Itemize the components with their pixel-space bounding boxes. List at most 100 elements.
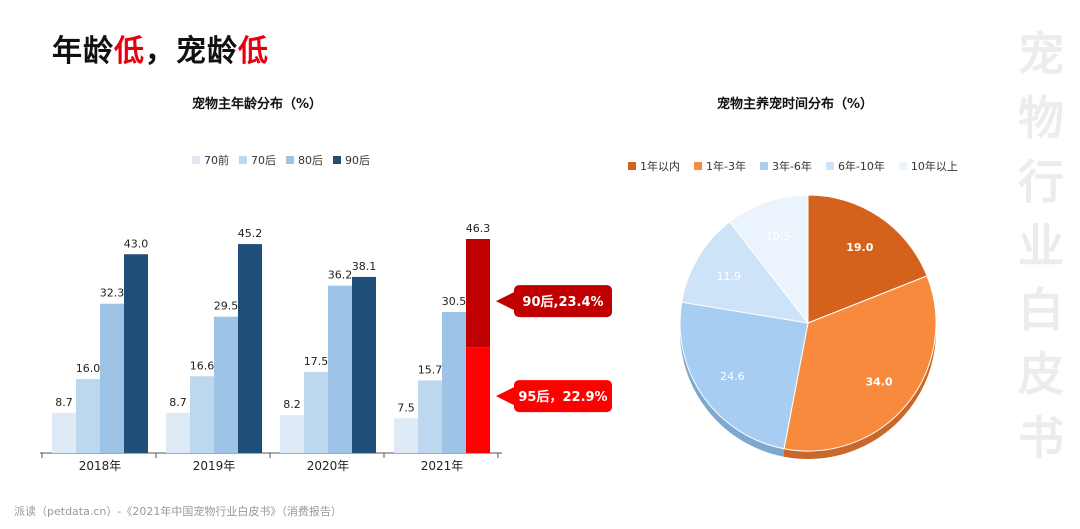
bar bbox=[100, 303, 124, 453]
legend-label: 90后 bbox=[345, 154, 370, 167]
legend-item-80hou: 80后 bbox=[286, 152, 323, 168]
headline-part1: 年龄 bbox=[52, 34, 114, 69]
legend-item-over-10yr: 10年以上 bbox=[898, 158, 958, 174]
bar bbox=[280, 415, 304, 453]
callout-pointer bbox=[496, 387, 514, 406]
bar bbox=[352, 276, 376, 453]
side-title-char: 宠 bbox=[1018, 27, 1064, 81]
source-note: 派读（petdata.cn）-《2021年中国宠物行业白皮书》（消费报告） bbox=[14, 505, 342, 518]
legend-label: 10年以上 bbox=[910, 160, 958, 173]
bar-value-label: 29.5 bbox=[214, 300, 239, 313]
side-title-char: 物 bbox=[1018, 91, 1064, 145]
legend-item-6-10yr: 6年-10年 bbox=[825, 158, 885, 174]
bar bbox=[76, 379, 100, 453]
x-tick-label: 2018年 bbox=[79, 459, 122, 473]
bar-value-label: 36.2 bbox=[328, 269, 353, 282]
legend-item-90hou: 90后 bbox=[333, 152, 370, 168]
legend-swatch bbox=[694, 162, 702, 170]
side-title-char: 业 bbox=[1018, 219, 1064, 273]
bar-value-label: 16.6 bbox=[190, 359, 215, 372]
callout-box bbox=[514, 380, 612, 413]
bar bbox=[238, 244, 262, 453]
legend-item-3-6yr: 3年-6年 bbox=[759, 158, 812, 174]
pie-slice bbox=[728, 194, 809, 325]
pie-slice bbox=[807, 194, 928, 324]
x-tick-label: 2020年 bbox=[307, 459, 350, 473]
legend-swatch bbox=[239, 156, 247, 164]
legend-label: 70后 bbox=[251, 154, 276, 167]
legend-label: 1年-3年 bbox=[706, 160, 746, 173]
legend-label: 6年-10年 bbox=[837, 160, 885, 173]
bar bbox=[124, 254, 148, 453]
bar bbox=[304, 372, 328, 453]
legend-label: 80后 bbox=[298, 154, 323, 167]
bar bbox=[214, 316, 238, 453]
bar bbox=[394, 418, 418, 453]
headline-part3: ，宠龄 bbox=[145, 34, 238, 69]
pie-slice-label: 19.0 bbox=[846, 241, 873, 254]
side-watermark-title: 宠 物 行 业 白 皮 书 bbox=[1016, 22, 1066, 470]
x-tick-label: 2019年 bbox=[193, 459, 236, 473]
bar-value-label: 38.1 bbox=[352, 260, 377, 273]
bar-chart-title: 宠物主年龄分布（%） bbox=[192, 97, 323, 112]
headline-part4: 低 bbox=[238, 34, 269, 69]
legend-swatch bbox=[759, 162, 768, 170]
side-title-char: 行 bbox=[1018, 155, 1064, 209]
bar bbox=[52, 412, 76, 453]
legend-swatch bbox=[628, 162, 636, 170]
bar-value-label: 30.5 bbox=[442, 295, 467, 308]
legend-item-70hou: 70后 bbox=[239, 152, 276, 168]
pie-slice-label: 11.9 bbox=[717, 270, 742, 283]
bar-value-label: 45.2 bbox=[238, 227, 263, 240]
bar-value-label: 8.7 bbox=[55, 396, 73, 409]
legend-swatch bbox=[898, 162, 907, 170]
legend-item-1-3yr: 1年-3年 bbox=[694, 158, 746, 174]
pie-slice bbox=[783, 275, 937, 452]
page-headline: 年龄低，宠龄低 bbox=[52, 26, 269, 70]
bar-value-label: 32.3 bbox=[100, 287, 125, 300]
bar-value-label: 43.0 bbox=[124, 237, 149, 250]
legend-swatch bbox=[286, 156, 294, 164]
pie-slice-label: 34.0 bbox=[865, 376, 892, 389]
bar bbox=[418, 380, 442, 453]
side-title-char: 书 bbox=[1018, 411, 1064, 465]
legend-label: 1年以内 bbox=[640, 160, 680, 173]
bar-value-label: 7.5 bbox=[397, 401, 415, 414]
bar-chart: 8.7 16.0 32.3 43.0 2018年 8.7 16.6 29.5 45.2 2019年… bbox=[40, 222, 612, 473]
pie-slice bbox=[681, 221, 810, 324]
pie-slice bbox=[679, 301, 809, 450]
bar-value-label: 46.3 bbox=[466, 222, 491, 235]
legend-label: 3年-6年 bbox=[771, 160, 812, 173]
legend-swatch bbox=[333, 156, 341, 164]
bar-value-label: 15.7 bbox=[418, 363, 443, 376]
callout-box bbox=[514, 285, 612, 318]
pie-slice-label: 24.6 bbox=[720, 370, 745, 383]
bar bbox=[190, 376, 214, 453]
bar bbox=[442, 312, 466, 453]
bar-chart-legend: 70前 70后 80后 90后 bbox=[192, 152, 370, 168]
bar-segment bbox=[466, 239, 490, 348]
legend-swatch bbox=[192, 156, 200, 164]
callout-label: 90后,23.4% bbox=[522, 294, 603, 310]
legend-item-70qian: 70前 bbox=[192, 152, 229, 168]
bar-value-label: 8.7 bbox=[169, 396, 187, 409]
bar-value-label: 8.2 bbox=[283, 398, 301, 411]
x-tick-label: 2021年 bbox=[421, 459, 464, 473]
bar-value-label: 16.0 bbox=[76, 362, 101, 375]
bar-segment bbox=[466, 347, 490, 453]
callout-pointer bbox=[496, 292, 514, 311]
headline-part2: 低 bbox=[114, 34, 145, 69]
pie-chart: 19.0 34.0 24.6 11.9 10.5 bbox=[679, 194, 937, 459]
pie-chart-title: 宠物主养宠时间分布（%） bbox=[717, 97, 874, 112]
pie-chart-legend: 1年以内 1年-3年 3年-6年 6年-10年 10年以上 bbox=[628, 158, 958, 174]
callout-label: 95后，22.9% bbox=[518, 389, 607, 405]
bar bbox=[328, 285, 352, 453]
pie-slice-side bbox=[680, 323, 785, 457]
bar bbox=[166, 412, 190, 453]
side-title-char: 皮 bbox=[1018, 347, 1064, 401]
bar-value-label: 17.5 bbox=[304, 355, 329, 368]
side-title-char: 白 bbox=[1018, 283, 1064, 337]
legend-swatch bbox=[825, 162, 834, 170]
pie-slice-label: 10.5 bbox=[766, 230, 791, 243]
legend-label: 70前 bbox=[204, 154, 229, 167]
